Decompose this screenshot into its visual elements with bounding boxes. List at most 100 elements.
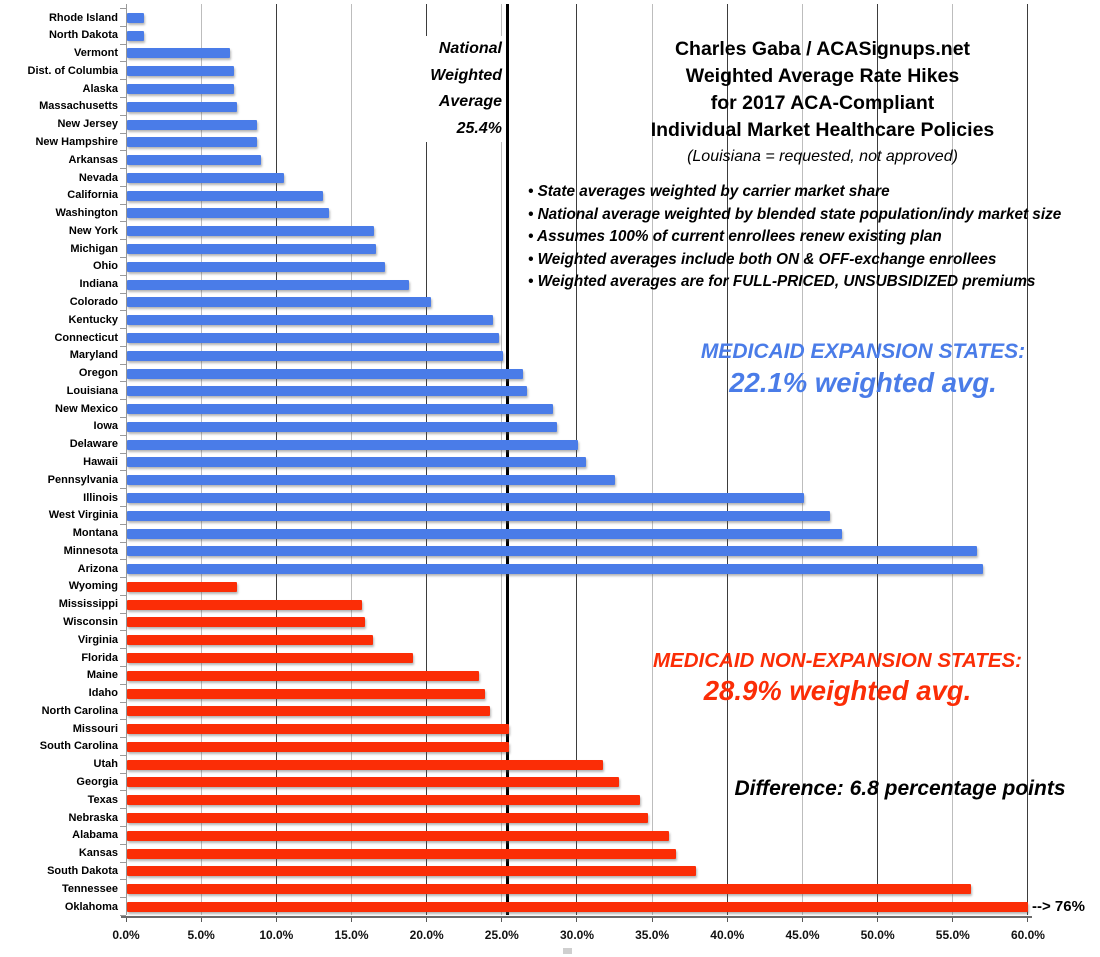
- oklahoma-overflow-label: --> 76%: [1032, 898, 1085, 915]
- bar-non_expansion: [127, 901, 1028, 912]
- y-axis-tick: [120, 612, 126, 614]
- bar-non_expansion: [127, 706, 490, 717]
- y-axis-tick: [120, 292, 126, 294]
- bar-non_expansion: [127, 813, 648, 823]
- state-label: South Carolina: [39, 740, 118, 753]
- title-line-3: for 2017 ACA-Compliant: [710, 92, 935, 114]
- x-axis-tick-label: 15.0%: [334, 928, 369, 942]
- y-axis-tick: [120, 541, 126, 543]
- title-line-1: Charles Gaba / ACASignups.net: [674, 38, 971, 60]
- state-label: New Jersey: [57, 118, 118, 131]
- y-axis-tick: [120, 221, 126, 223]
- state-label: Texas: [87, 793, 118, 806]
- national-average-label-line: Weighted: [430, 66, 502, 84]
- y-axis-tick: [120, 274, 126, 276]
- bar-non_expansion: [127, 830, 669, 841]
- y-axis-tick: [120, 577, 126, 579]
- state-label: New York: [68, 224, 118, 237]
- x-axis-tick: [651, 915, 653, 922]
- screen-artifact: [563, 948, 572, 954]
- state-label: South Dakota: [47, 864, 118, 877]
- state-label: Oklahoma: [64, 900, 118, 913]
- bar-expansion: [127, 528, 842, 539]
- bar-non_expansion: [127, 599, 363, 610]
- y-axis-tick: [120, 25, 126, 27]
- x-axis-tick: [952, 915, 954, 922]
- state-label: Arkansas: [68, 153, 118, 166]
- y-axis-tick: [120, 594, 126, 596]
- x-axis-tick-label: 30.0%: [559, 928, 594, 942]
- bar-expansion: [127, 226, 375, 237]
- state-label: Kansas: [78, 847, 118, 860]
- y-axis-tick: [120, 897, 126, 899]
- bar-expansion: [127, 66, 235, 77]
- x-axis-tick: [275, 915, 277, 922]
- expansion-annotation: MEDICAID EXPANSION STATES: 22.1% weighte…: [638, 339, 1088, 401]
- state-label: Montana: [72, 527, 118, 540]
- national-average-label-line: National: [438, 40, 502, 57]
- state-label: Kentucky: [68, 313, 118, 326]
- expansion-annotation-title: MEDICAID EXPANSION STATES:: [700, 340, 1026, 363]
- x-axis-tick: [200, 915, 202, 922]
- state-label: Idaho: [88, 687, 118, 700]
- y-axis-tick: [120, 790, 126, 792]
- state-label: Alaska: [82, 82, 118, 95]
- bar-non_expansion: [127, 866, 696, 877]
- y-axis-tick: [120, 97, 126, 98]
- x-axis-tick-label: 40.0%: [710, 928, 745, 942]
- x-axis-tick: [801, 915, 803, 922]
- state-label: Wyoming: [68, 580, 118, 593]
- state-label: Massachusetts: [39, 100, 118, 113]
- bar-non_expansion: [127, 741, 510, 752]
- y-axis-tick: [120, 132, 126, 134]
- x-axis-tick: [350, 915, 352, 922]
- y-axis-tick: [120, 8, 126, 10]
- y-axis-tick: [120, 363, 126, 365]
- national-average-label: National Weighted Average 25.4%: [372, 36, 504, 142]
- y-axis-tick: [120, 701, 126, 703]
- y-axis-tick: [120, 559, 126, 561]
- y-axis-tick: [120, 328, 126, 330]
- state-label: Washington: [55, 207, 118, 220]
- gridline-50pct: [877, 4, 879, 915]
- y-axis-tick: [120, 185, 126, 187]
- bar-expansion: [127, 332, 499, 343]
- gridline-40pct: [726, 4, 728, 915]
- y-axis-tick: [120, 310, 126, 312]
- bar-expansion: [127, 48, 230, 59]
- x-axis-tick-label: 55.0%: [935, 928, 970, 942]
- state-label: Louisiana: [66, 384, 118, 397]
- state-label: West Virginia: [48, 509, 118, 522]
- bar-expansion: [127, 155, 262, 166]
- y-axis-tick: [120, 470, 126, 472]
- state-label: Georgia: [76, 776, 118, 789]
- title-line-2: Weighted Average Rate Hikes: [685, 65, 960, 87]
- state-label: Illinois: [83, 491, 118, 504]
- bar-non_expansion: [127, 884, 971, 895]
- y-axis-tick: [120, 505, 126, 507]
- y-axis-tick: [120, 772, 126, 774]
- bar-expansion: [127, 84, 235, 95]
- state-label: Iowa: [93, 420, 118, 433]
- bar-expansion: [127, 30, 145, 41]
- x-axis-tick: [426, 915, 428, 922]
- y-axis-tick: [120, 417, 126, 419]
- state-label: Florida: [81, 651, 118, 664]
- bar-non_expansion: [127, 848, 677, 859]
- bar-expansion: [127, 101, 238, 112]
- state-label: Arizona: [77, 562, 118, 575]
- notes-list: State averages weighted by carrier marke…: [528, 181, 1100, 294]
- x-axis-tick-label: 0.0%: [112, 928, 140, 942]
- x-axis-tick-label: 10.0%: [259, 928, 294, 942]
- bar-non_expansion: [127, 759, 603, 770]
- state-label: Dist. of Columbia: [27, 64, 118, 77]
- bar-expansion: [127, 368, 523, 379]
- state-label: Hawaii: [83, 456, 118, 468]
- national-average-label-line: Average: [438, 93, 502, 110]
- y-axis-tick: [120, 239, 126, 241]
- gridline-35pct: [651, 4, 653, 915]
- x-axis-tick-label: 45.0%: [785, 928, 820, 942]
- y-axis-tick: [120, 452, 126, 454]
- x-axis-tick: [877, 915, 879, 922]
